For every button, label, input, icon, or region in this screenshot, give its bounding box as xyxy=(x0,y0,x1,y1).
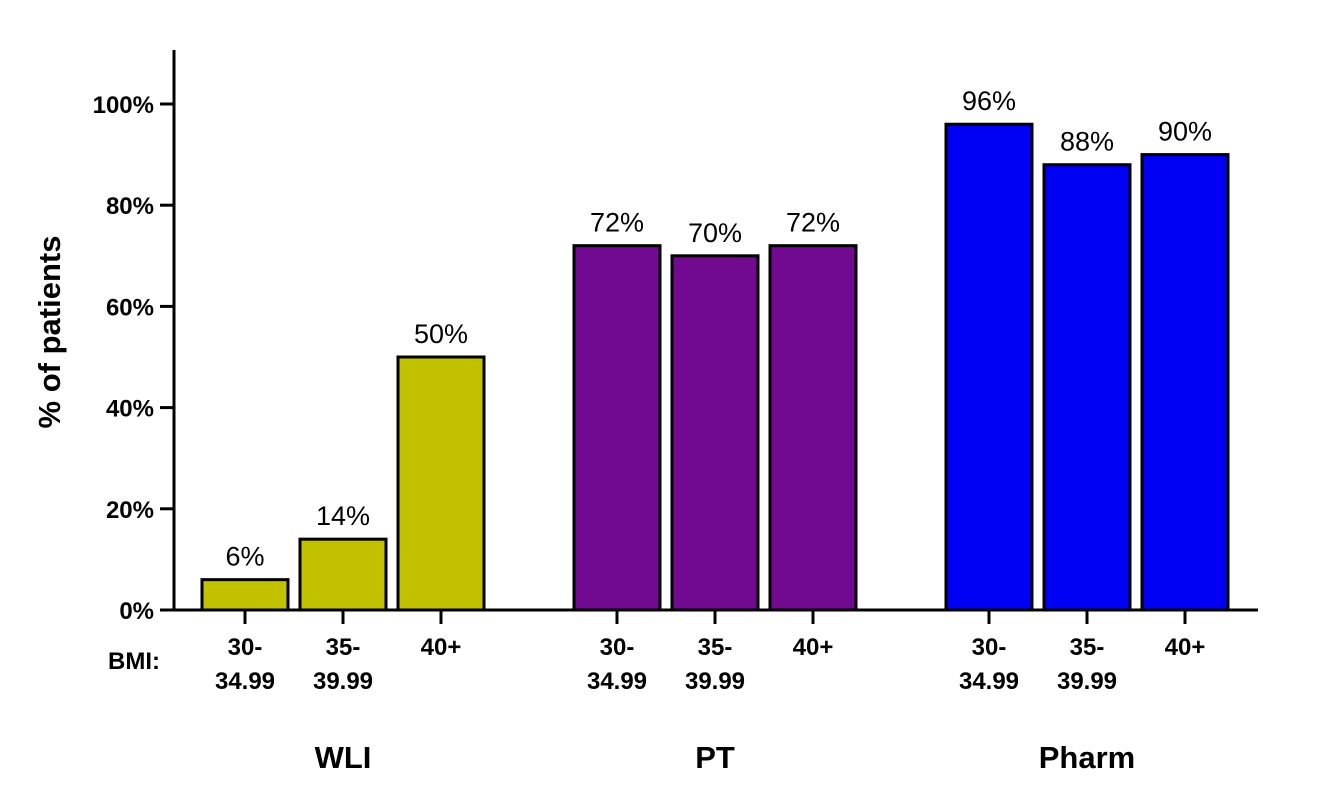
bar-pt-1 xyxy=(572,244,662,612)
bar-wli-1 xyxy=(200,578,290,612)
category-label-wli-2-line2: 39.99 xyxy=(313,668,373,695)
y-tick-label-60: 60% xyxy=(106,294,154,321)
category-label-wli-1-line2: 34.99 xyxy=(215,668,275,695)
category-label-pharm-1-line1: 30- xyxy=(972,634,1007,661)
category-label-pharm-1-line2: 34.99 xyxy=(959,668,1019,695)
y-tick-label-40: 40% xyxy=(106,396,154,423)
bar-pharm-1 xyxy=(944,122,1034,612)
group-label-pharm: Pharm xyxy=(1039,740,1135,775)
bar-pt-2 xyxy=(670,254,760,612)
data-label-pharm-3: 90% xyxy=(1158,117,1212,147)
y-tick-label-100: 100% xyxy=(93,92,154,119)
group-label-wli: WLI xyxy=(315,740,372,775)
data-label-pt-3: 72% xyxy=(786,208,840,238)
bmi-prefix-label: BMI: xyxy=(108,648,160,675)
y-tick-label-80: 80% xyxy=(106,193,154,220)
bar-pharm-3 xyxy=(1140,153,1230,612)
data-label-wli-1: 6% xyxy=(225,542,264,572)
category-label-pharm-2-line1: 35- xyxy=(1070,634,1105,661)
y-tick-label-20: 20% xyxy=(106,497,154,524)
y-tick-label-0: 0% xyxy=(119,598,154,625)
data-label-pharm-1: 96% xyxy=(962,86,1016,116)
data-label-wli-2: 14% xyxy=(316,501,370,531)
category-labels-layer: 30- 34.99 35- 39.99 40+ WLI 30- 34.99 35- 39.99 40… xyxy=(215,634,1205,775)
tick-labels-layer: 0% 20% 40% 60% 80% 100% xyxy=(93,92,154,625)
category-label-pt-3-line1: 40+ xyxy=(793,634,834,661)
category-label-pharm-3-line1: 40+ xyxy=(1165,634,1206,661)
axes-layer xyxy=(160,50,1258,624)
category-label-wli-2-line1: 35- xyxy=(326,634,361,661)
data-label-pharm-2: 88% xyxy=(1060,127,1114,157)
y-axis-title: % of patients xyxy=(32,236,67,429)
bars-layer xyxy=(200,122,1230,612)
category-label-pt-2-line2: 39.99 xyxy=(685,668,745,695)
category-label-pt-2-line1: 35- xyxy=(698,634,733,661)
bar-pharm-2 xyxy=(1042,163,1132,612)
data-label-wli-3: 50% xyxy=(414,319,468,349)
category-label-wli-1-line1: 30- xyxy=(228,634,263,661)
bar-pt-3 xyxy=(768,244,858,612)
category-label-pt-1-line1: 30- xyxy=(600,634,635,661)
bar-wli-3 xyxy=(396,355,486,612)
group-label-pt: PT xyxy=(695,740,735,775)
data-label-pt-1: 72% xyxy=(590,208,644,238)
category-label-pt-1-line2: 34.99 xyxy=(587,668,647,695)
category-label-pharm-2-line2: 39.99 xyxy=(1057,668,1117,695)
bar-wli-2 xyxy=(298,537,388,612)
data-label-pt-2: 70% xyxy=(688,218,742,248)
data-labels-layer: 6% 14% 50% 72% 70% 72% 96% 88% 90% xyxy=(225,86,1212,571)
category-label-wli-3-line1: 40+ xyxy=(421,634,462,661)
